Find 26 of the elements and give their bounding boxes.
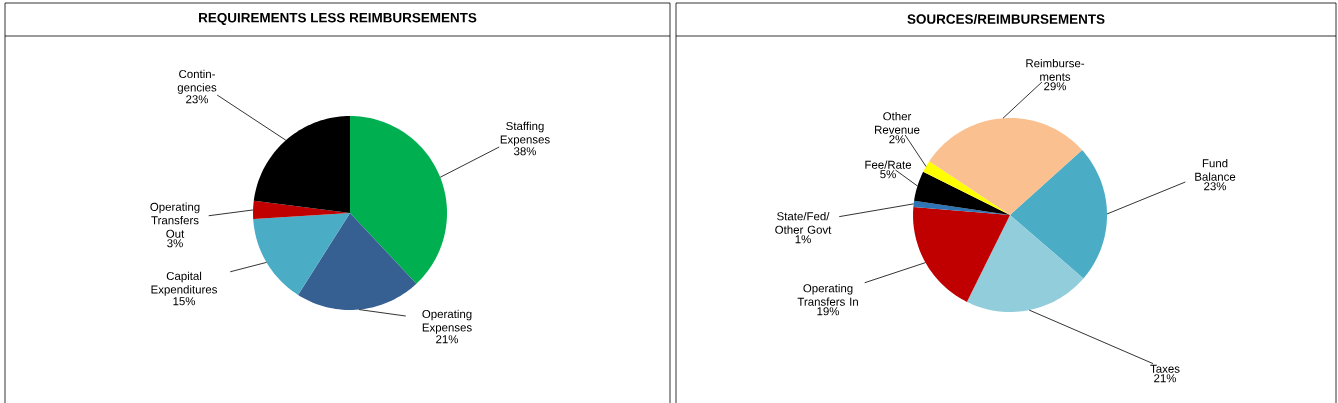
data-label: 1% bbox=[795, 235, 811, 244]
slice-label: Contin-gencies bbox=[177, 69, 217, 94]
data-label: 3% bbox=[167, 239, 183, 248]
data-label: 21% bbox=[436, 335, 459, 344]
slice-label: State/Fed/ Other Govt bbox=[775, 211, 832, 234]
data-label: 15% bbox=[173, 297, 196, 306]
data-label: 21% bbox=[1154, 374, 1177, 383]
data-label: 19% bbox=[817, 307, 840, 316]
slice-label: Operating Expenses bbox=[422, 309, 472, 334]
slice-label: Fund Balance bbox=[1195, 158, 1236, 181]
slice-label: Staffing Expenses bbox=[500, 121, 550, 146]
chart-title: REQUIREMENTS LESS REIMBURSEMENTS bbox=[199, 12, 477, 26]
data-label: 23% bbox=[186, 95, 209, 104]
slice-label: Other Revenue bbox=[875, 111, 920, 134]
data-label: 23% bbox=[1204, 182, 1227, 191]
data-label: 38% bbox=[513, 147, 537, 156]
data-label: 2% bbox=[889, 135, 905, 144]
slice-label: Reimburse-ments bbox=[1026, 58, 1085, 81]
slice-label: Operating Transfers In bbox=[797, 283, 858, 306]
slice-label: Taxes bbox=[1150, 364, 1180, 373]
slice-label: Capital Expenditures bbox=[151, 271, 218, 296]
chart-title: SOURCES/REIMBURSEMENTS bbox=[907, 13, 1105, 24]
slice-label: Operating Transfers Out bbox=[150, 202, 200, 238]
slice-label: Fee/Rate bbox=[865, 160, 912, 169]
data-label: 29% bbox=[1044, 82, 1067, 91]
data-label: 5% bbox=[880, 170, 896, 179]
